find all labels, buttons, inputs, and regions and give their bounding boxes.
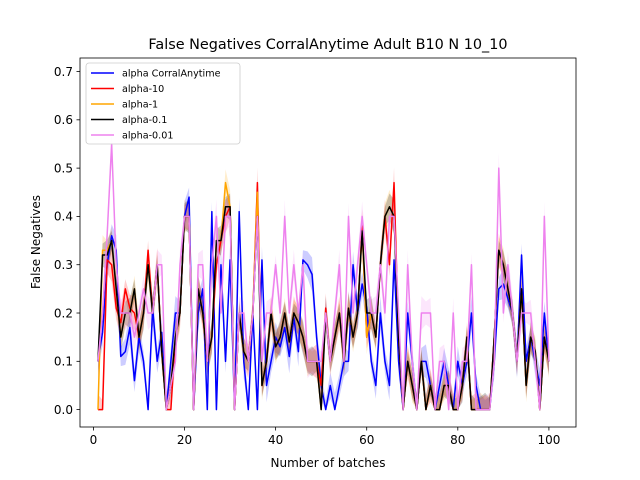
- y-tick-label: 0.4: [54, 210, 73, 224]
- legend-label-alpha-1: alpha-1: [122, 100, 158, 111]
- y-axis-label: False Negatives: [29, 195, 43, 289]
- legend-label-alpha-0-01: alpha-0.01: [122, 131, 173, 142]
- series-lines: [97, 143, 550, 411]
- x-axis-ticks: 0 20 40 60 80 100: [90, 427, 560, 447]
- y-tick-label: 0.5: [54, 161, 73, 175]
- x-tick-label: 80: [450, 433, 465, 447]
- y-axis-ticks: 0.0 0.1 0.2 0.3 0.4 0.5 0.6 0.7: [54, 65, 80, 417]
- y-tick-label: 0.6: [54, 113, 73, 127]
- legend-label-alpha-10: alpha-10: [122, 84, 164, 95]
- x-axis-label: Number of batches: [271, 456, 386, 470]
- x-tick-label: 60: [359, 433, 374, 447]
- y-tick-label: 0.3: [54, 258, 73, 272]
- chart-title: False Negatives CorralAnytime Adult B10 …: [148, 37, 507, 53]
- series-line-alpha-0-01: [97, 143, 550, 411]
- legend-label-alpha-corralanytime: alpha CorralAnytime: [122, 69, 221, 80]
- band-alpha-1: [97, 169, 549, 410]
- band-alpha-0-1: [97, 193, 549, 410]
- confidence-bands: [97, 128, 549, 410]
- x-tick-label: 20: [177, 433, 192, 447]
- legend-frame: [85, 62, 241, 145]
- band-alpha-10: [97, 167, 549, 410]
- legend: alpha CorralAnytime alpha-10 alpha-1 alpha-…: [85, 62, 241, 145]
- x-tick-label: 0: [90, 433, 98, 447]
- y-tick-label: 0.2: [54, 306, 73, 320]
- plot-frame: [79, 57, 577, 428]
- x-tick-label: 100: [537, 433, 560, 447]
- y-tick-label: 0.7: [54, 65, 73, 79]
- y-tick-label: 0.1: [54, 355, 73, 369]
- legend-label-alpha-0-1: alpha-0.1: [122, 115, 167, 126]
- series-line-alpha-0-1: [97, 206, 550, 411]
- x-tick-label: 40: [268, 433, 283, 447]
- y-tick-label: 0.0: [54, 403, 73, 417]
